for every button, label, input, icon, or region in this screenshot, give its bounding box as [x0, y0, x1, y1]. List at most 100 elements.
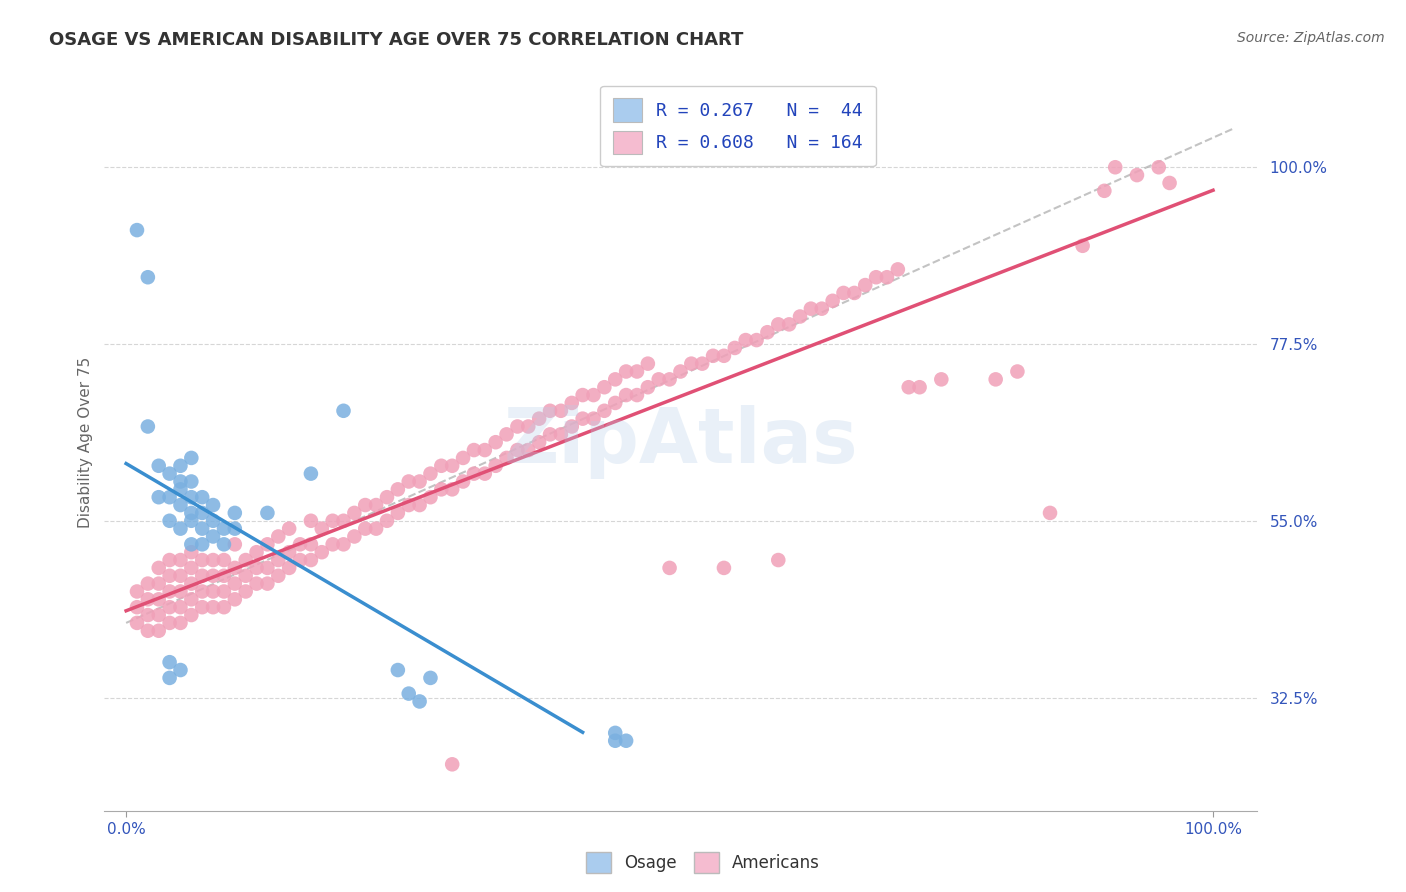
Point — [202, 529, 225, 543]
Point — [637, 357, 659, 371]
Point — [180, 450, 202, 465]
Point — [299, 514, 322, 528]
Point — [148, 561, 170, 575]
Point — [984, 372, 1007, 386]
Point — [159, 514, 181, 528]
Point — [136, 624, 159, 638]
Y-axis label: Disability Age Over 75: Disability Age Over 75 — [79, 357, 93, 528]
Point — [354, 522, 377, 536]
Point — [125, 584, 148, 599]
Point — [690, 357, 713, 371]
Point — [169, 553, 191, 567]
Point — [202, 498, 225, 512]
Point — [169, 483, 191, 497]
Point — [495, 427, 517, 442]
Point — [387, 663, 409, 677]
Point — [180, 475, 202, 489]
Point — [212, 522, 235, 536]
Point — [191, 522, 214, 536]
Point — [332, 537, 354, 551]
Point — [408, 498, 430, 512]
Point — [865, 270, 887, 285]
Point — [278, 545, 301, 559]
Point — [224, 522, 246, 536]
Point — [159, 553, 181, 567]
Point — [658, 561, 681, 575]
Point — [908, 380, 931, 394]
Point — [605, 726, 627, 740]
Point — [517, 443, 540, 458]
Point — [125, 223, 148, 237]
Point — [1071, 239, 1094, 253]
Point — [844, 285, 866, 300]
Point — [235, 584, 257, 599]
Point — [180, 608, 202, 623]
Point — [191, 584, 214, 599]
Point — [637, 380, 659, 394]
Point — [366, 498, 388, 512]
Point — [724, 341, 747, 355]
Point — [224, 537, 246, 551]
Point — [322, 537, 344, 551]
Point — [648, 372, 671, 386]
Point — [169, 568, 191, 582]
Point — [202, 568, 225, 582]
Point — [408, 694, 430, 708]
Point — [756, 325, 779, 339]
Point — [1126, 168, 1149, 182]
Point — [125, 600, 148, 615]
Point — [224, 592, 246, 607]
Point — [430, 483, 453, 497]
Point — [789, 310, 811, 324]
Point — [419, 671, 441, 685]
Point — [614, 388, 637, 402]
Point — [288, 537, 311, 551]
Legend: R = 0.267   N =  44, R = 0.608   N = 164: R = 0.267 N = 44, R = 0.608 N = 164 — [600, 86, 876, 167]
Text: OSAGE VS AMERICAN DISABILITY AGE OVER 75 CORRELATION CHART: OSAGE VS AMERICAN DISABILITY AGE OVER 75… — [49, 31, 744, 49]
Point — [571, 411, 593, 425]
Point — [212, 537, 235, 551]
Point — [1007, 364, 1029, 378]
Point — [485, 435, 508, 450]
Point — [136, 419, 159, 434]
Point — [669, 364, 692, 378]
Point — [582, 388, 605, 402]
Point — [159, 600, 181, 615]
Point — [474, 443, 496, 458]
Point — [299, 553, 322, 567]
Point — [180, 490, 202, 504]
Point — [159, 615, 181, 630]
Point — [451, 450, 474, 465]
Point — [169, 458, 191, 473]
Point — [614, 733, 637, 747]
Point — [800, 301, 823, 316]
Point — [212, 568, 235, 582]
Point — [169, 522, 191, 536]
Point — [311, 522, 333, 536]
Point — [463, 443, 485, 458]
Point — [538, 404, 561, 418]
Point — [768, 553, 790, 567]
Point — [550, 404, 572, 418]
Point — [375, 490, 398, 504]
Point — [821, 293, 844, 308]
Point — [148, 592, 170, 607]
Point — [593, 380, 616, 394]
Point — [256, 561, 278, 575]
Point — [136, 608, 159, 623]
Point — [398, 498, 420, 512]
Point — [1159, 176, 1181, 190]
Point — [224, 561, 246, 575]
Point — [343, 529, 366, 543]
Point — [180, 576, 202, 591]
Point — [527, 435, 550, 450]
Point — [169, 498, 191, 512]
Point — [713, 561, 735, 575]
Point — [322, 514, 344, 528]
Point — [159, 490, 181, 504]
Point — [202, 514, 225, 528]
Point — [256, 506, 278, 520]
Point — [169, 663, 191, 677]
Point — [561, 396, 583, 410]
Point — [897, 380, 920, 394]
